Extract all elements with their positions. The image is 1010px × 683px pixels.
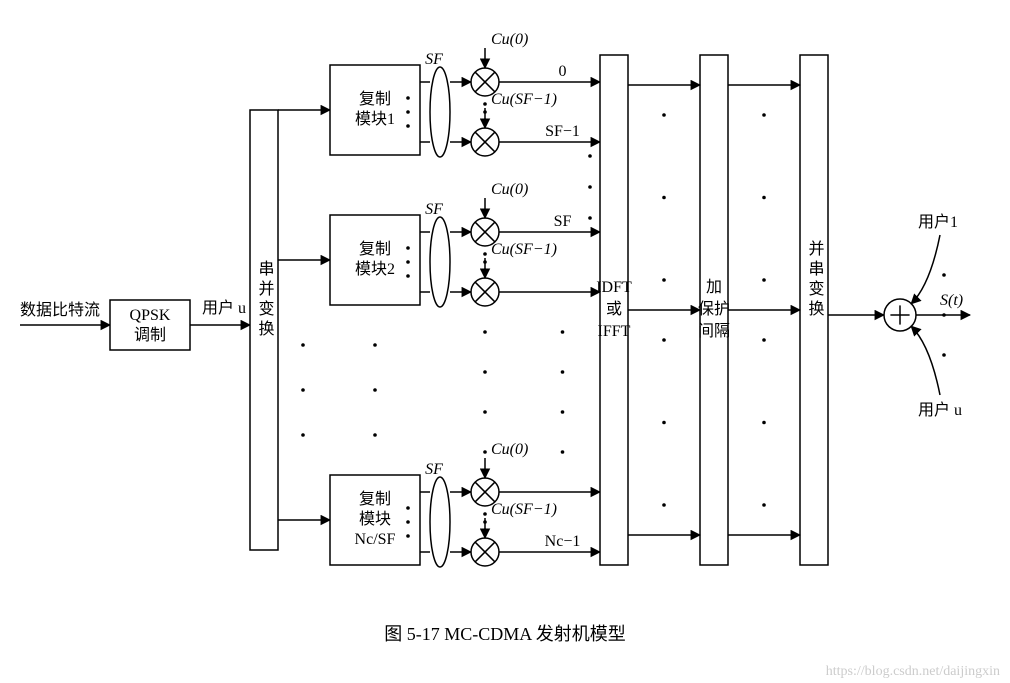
circle-shape [762,278,766,282]
path-bot-0: SF−1 [545,123,580,140]
cusf1-2: Cu(SF−1) [491,501,557,518]
circle-shape [373,433,377,437]
qpsk-line2: 调制 [134,326,166,344]
useru-label: 用户 u [918,401,962,419]
circle-shape [406,246,410,250]
tall-2: 并串变换 [806,240,825,320]
circle-shape [373,388,377,392]
circle-shape [561,410,565,414]
ellipse-shape [430,217,450,307]
circle-shape [762,338,766,342]
path-bot-2: Nc−1 [545,533,581,550]
circle-shape [483,450,487,454]
circle-shape [406,274,410,278]
circle-shape [373,343,377,347]
cusf1-1: Cu(SF−1) [491,241,557,258]
tall-0-l1: 或 [606,300,622,318]
circle-shape [561,450,565,454]
qpsk-line1: QPSK [130,307,171,324]
rect-shape [330,215,420,305]
path-top-0: 0 [559,63,567,80]
circle-shape [406,96,410,100]
copy-block-1-l1: 复制 [359,90,391,108]
circle-shape [662,503,666,507]
cu0-1: Cu(0) [491,181,528,198]
circle-shape [762,113,766,117]
watermark: https://blog.csdn.net/daijingxin [826,664,1000,679]
circle-shape [662,338,666,342]
circle-shape [483,410,487,414]
tall-0-l0: IDFT [596,279,632,296]
copy-block-1-l2: 模块1 [355,110,395,128]
tall-1-l1: 保护 [698,300,730,318]
circle-shape [762,503,766,507]
ellipse-shape [430,477,450,567]
ellipse-shape [430,67,450,157]
copy-block-2-l2: 模块2 [355,260,395,278]
figure-caption: 图 5-17 MC-CDMA 发射机模型 [384,624,626,644]
output-label: S(t) [940,292,963,309]
copy-block-3-l2: 模块 [359,510,391,528]
circle-shape [561,370,565,374]
circle-shape [406,520,410,524]
circle-shape [942,273,946,277]
circle-shape [406,506,410,510]
circle-shape [301,388,305,392]
circle-shape [406,534,410,538]
user-u-label: 用户 u [202,299,246,317]
circle-shape [662,196,666,200]
circle-shape [662,113,666,117]
circle-shape [483,252,487,256]
bitstream-label: 数据比特流 [20,301,100,319]
path-shape [911,326,940,395]
circle-shape [561,330,565,334]
copy-block-3-l1: 复制 [359,490,391,508]
circle-shape [483,370,487,374]
circle-shape [406,110,410,114]
tall-0-l2: IFFT [598,323,631,340]
cu0-0: Cu(0) [491,31,528,48]
circle-shape [662,421,666,425]
user1-label: 用户1 [918,213,958,231]
tall-1-l0: 加 [706,278,722,296]
circle-shape [301,343,305,347]
sp-label: 串并变换 [256,260,275,340]
sf-label-1: SF [425,201,443,218]
circle-shape [406,124,410,128]
circle-shape [406,260,410,264]
circle-shape [662,278,666,282]
rect-shape [330,65,420,155]
circle-shape [301,433,305,437]
cu0-2: Cu(0) [491,441,528,458]
circle-shape [588,185,592,189]
path-shape [911,235,940,304]
circle-shape [483,512,487,516]
cusf1-0: Cu(SF−1) [491,91,557,108]
circle-shape [762,196,766,200]
circle-shape [483,102,487,106]
copy-block-3-l3: Nc/SF [355,531,396,548]
circle-shape [762,421,766,425]
tall-1-l2: 间隔 [698,322,730,340]
sf-label-0: SF [425,51,443,68]
copy-block-2-l1: 复制 [359,240,391,258]
circle-shape [942,353,946,357]
circle-shape [588,154,592,158]
path-top-1: SF [554,213,572,230]
circle-shape [588,216,592,220]
circle-shape [483,330,487,334]
sf-label-2: SF [425,461,443,478]
